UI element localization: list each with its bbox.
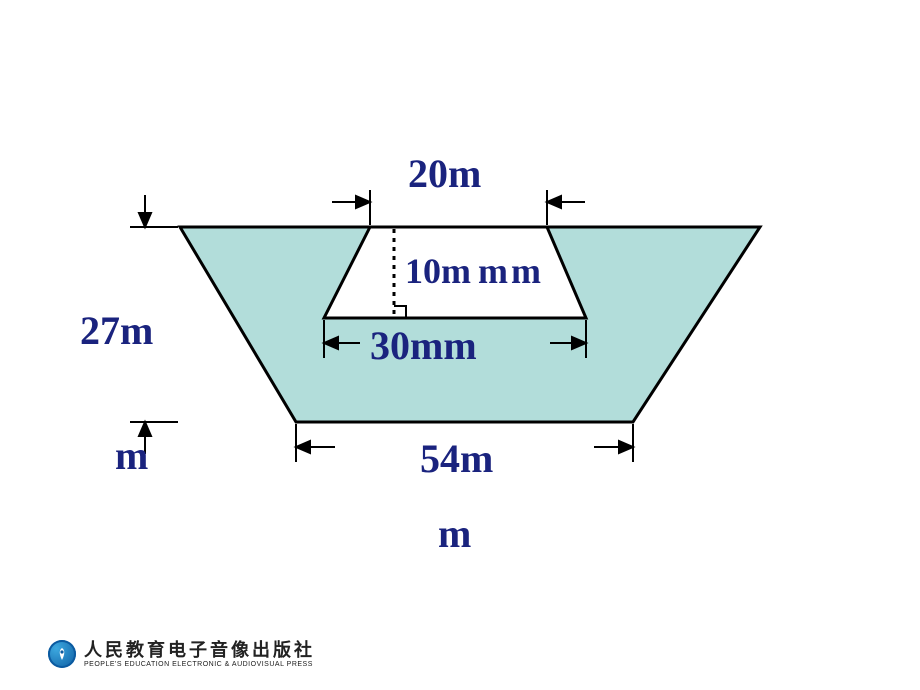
publisher-icon [48, 640, 76, 668]
diagram-stage: 20m 10m m m 30mm 27m m 54m m 人民教育电子音像出版社… [0, 0, 920, 690]
publisher-name-cn: 人民教育电子音像出版社 [84, 641, 315, 659]
label-bottom-54m-m: m [438, 510, 471, 557]
right-angle-marker [394, 306, 406, 318]
label-inner-10m-dup-m: m [511, 250, 541, 292]
label-inner-10m: 10m [405, 250, 471, 292]
publisher-name-en: PEOPLE'S EDUCATION ELECTRONIC & AUDIOVIS… [84, 661, 315, 668]
label-inner-10m-extra-m: m [478, 250, 508, 292]
publisher-logo: 人民教育电子音像出版社 PEOPLE'S EDUCATION ELECTRONI… [48, 640, 315, 668]
label-bottom-54m: 54m [420, 435, 493, 482]
label-height-27m: 27m [80, 307, 153, 354]
label-height-27m-m: m [115, 432, 148, 479]
label-top-20m: 20m [408, 150, 481, 197]
publisher-text: 人民教育电子音像出版社 PEOPLE'S EDUCATION ELECTRONI… [84, 641, 315, 668]
label-inner-bottom-30mm: 30mm [370, 322, 477, 369]
